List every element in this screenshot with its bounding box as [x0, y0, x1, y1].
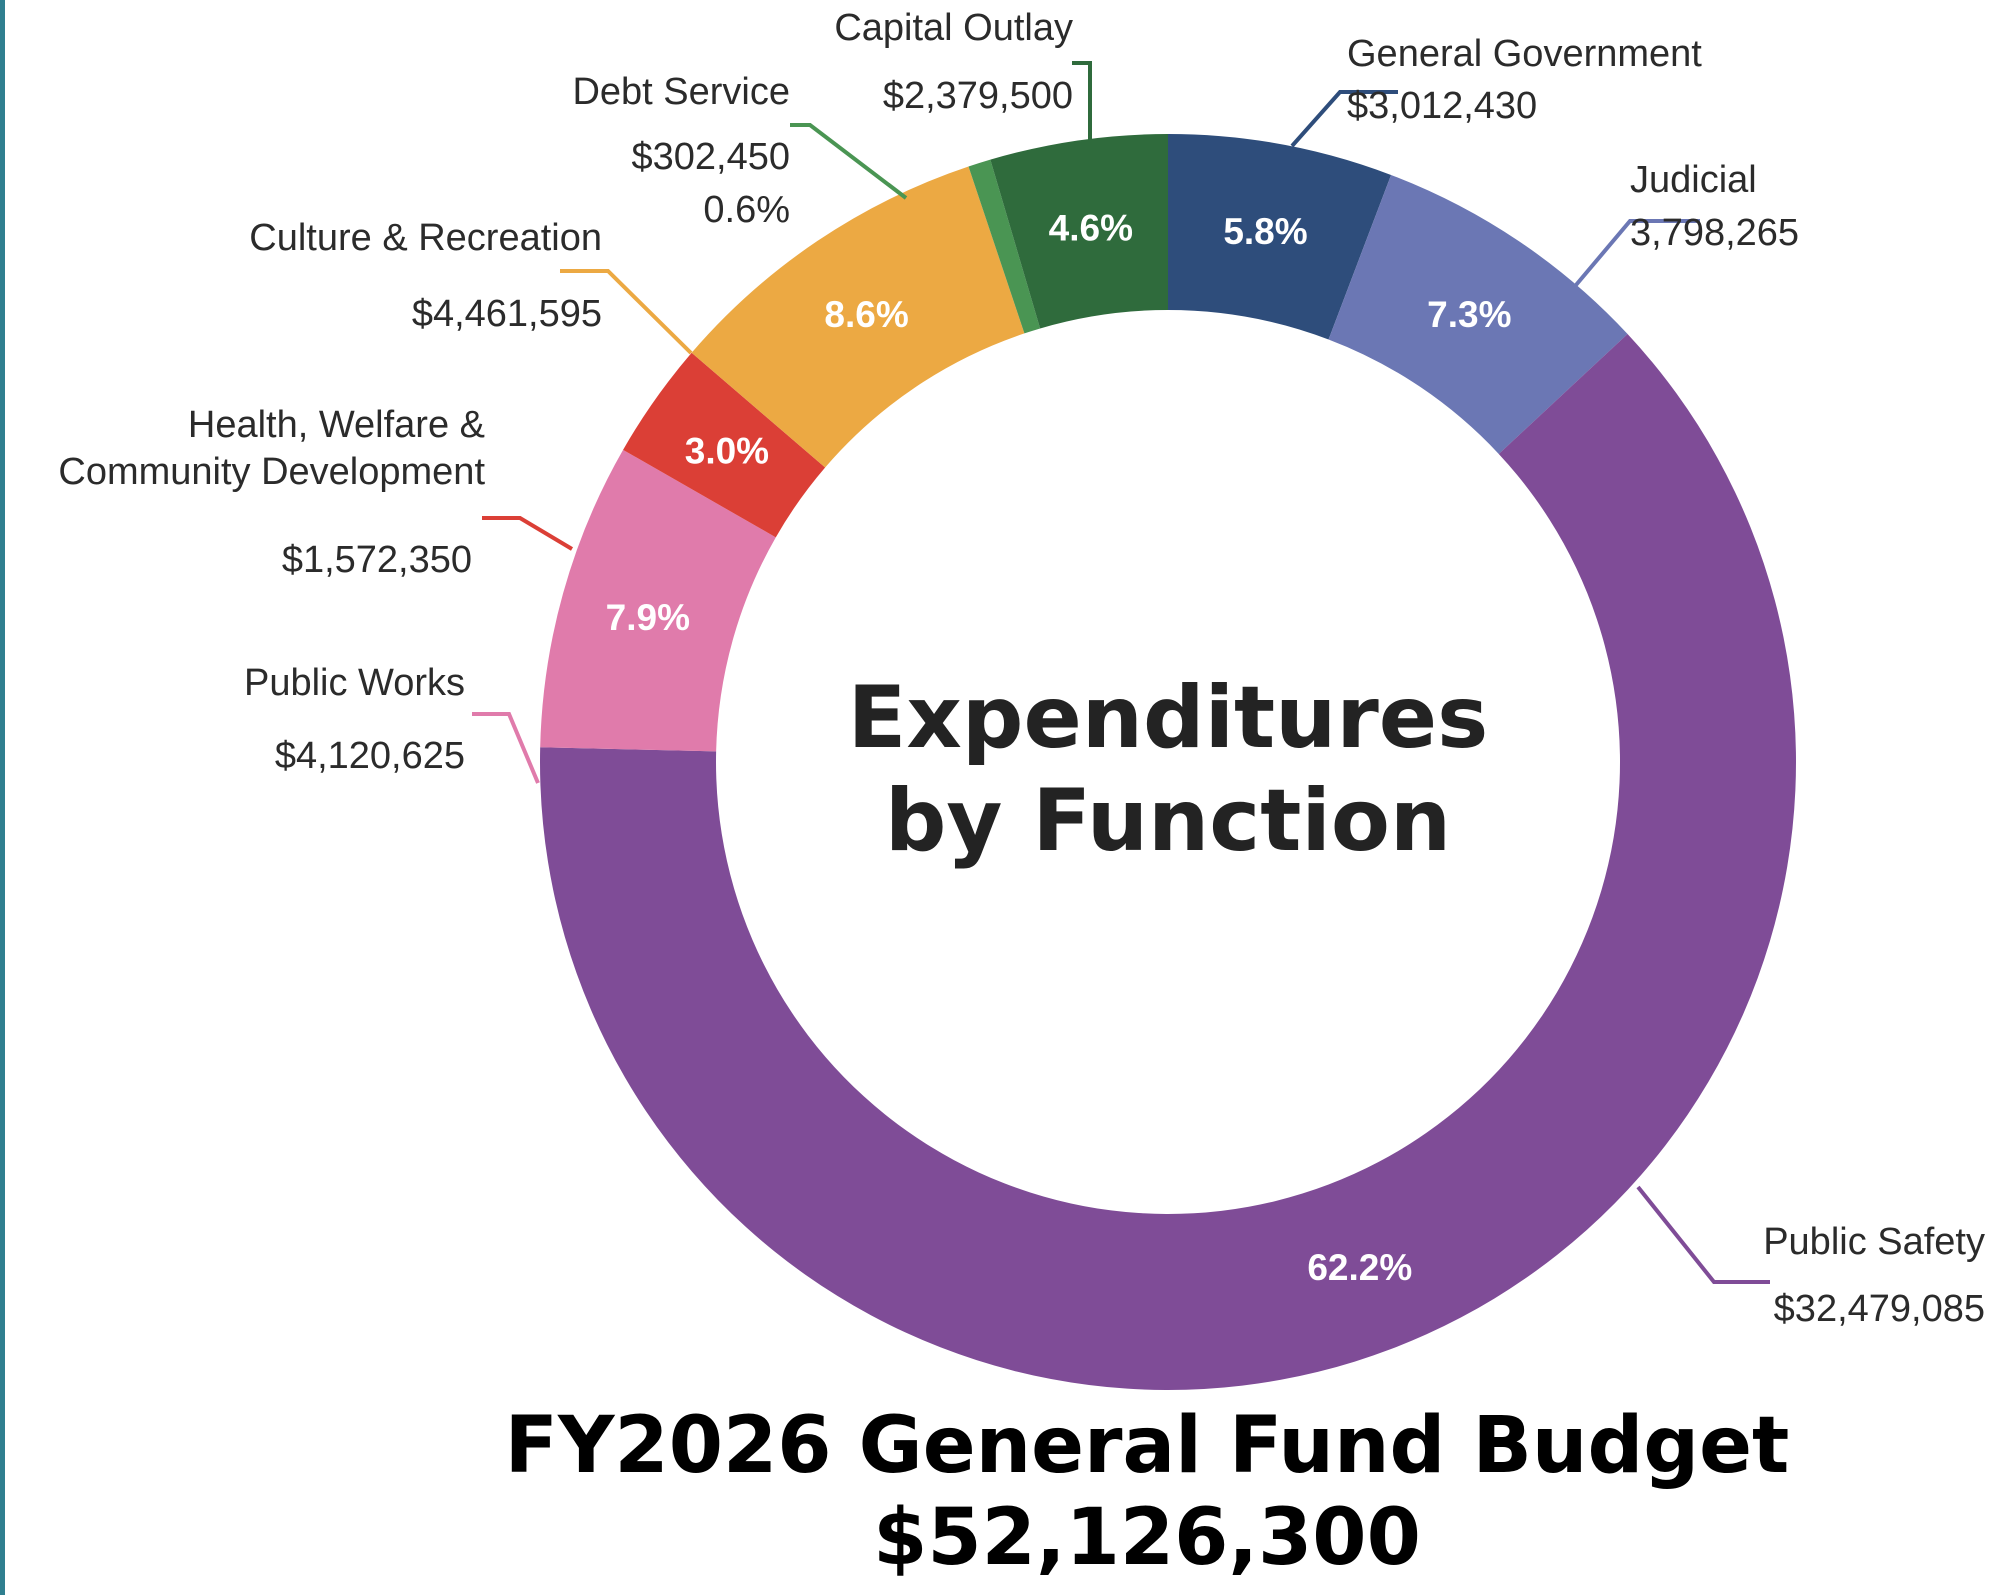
percent-label-culture-and-recreation: 8.6%: [824, 294, 908, 335]
slice-culture-and-recreation: [691, 166, 1025, 468]
leader-line-culture-and-recreation: [560, 269, 693, 355]
leader-line-public-safety: [1636, 1185, 1770, 1284]
slice-public-works: [540, 449, 776, 752]
slice-public-safety: [540, 333, 1796, 1390]
category-label-health-welfare-and-community-development: Health, Welfare &: [188, 404, 485, 446]
left-border: [0, 0, 5, 1595]
percent-label-debt-service: 0.6%: [703, 189, 790, 231]
chart-title-line-2: by Function: [885, 771, 1451, 871]
slice-debt-service: [968, 159, 1041, 334]
expenditures-donut-chart: General Government $3,012,430 Judicial 3,79…: [58, 7, 1985, 1390]
budget-total: $52,126,300: [873, 1493, 1421, 1583]
percent-label-judicial: 7.3%: [1427, 294, 1511, 335]
category-label-health-welfare-and-community-development: Community Development: [58, 451, 485, 493]
amount-label-culture-and-recreation: $4,461,595: [412, 293, 602, 335]
footer: FY2026 General Fund Budget $52,126,300: [0, 1400, 2014, 1584]
slice-general-government: [1168, 134, 1392, 340]
percent-label-public-safety: 62.2%: [1307, 1247, 1412, 1288]
leader-line-public-works: [472, 712, 540, 784]
slice-health-welfare-and-community-development: [623, 352, 826, 538]
leader-line-general-government: [1290, 90, 1398, 148]
amount-label-debt-service: $302,450: [632, 136, 791, 178]
category-label-public-works: Public Works: [244, 662, 465, 704]
category-label-judicial: Judicial: [1630, 159, 1757, 201]
amount-label-general-government: $3,012,430: [1347, 85, 1537, 127]
category-label-public-safety: Public Safety: [1763, 1221, 1985, 1263]
percent-label-health-welfare-and-community-development: 3.0%: [685, 430, 769, 471]
amount-label-public-safety: $32,479,085: [1774, 1288, 1985, 1330]
amount-label-judicial: 3,798,265: [1630, 212, 1799, 254]
category-label-general-government: General Government: [1347, 33, 1702, 75]
percent-label-capital-outlay: 4.6%: [1049, 208, 1133, 249]
amount-label-capital-outlay: $2,379,500: [883, 75, 1073, 117]
slice-judicial: [1328, 174, 1628, 454]
slice-capital-outlay: [990, 134, 1168, 329]
category-label-debt-service: Debt Service: [572, 71, 790, 113]
category-label-culture-and-recreation: Culture & Recreation: [249, 217, 602, 259]
amount-label-public-works: $4,120,625: [275, 735, 465, 777]
percent-label-general-government: 5.8%: [1223, 211, 1307, 252]
percent-label-public-works: 7.9%: [606, 597, 690, 638]
category-label-capital-outlay: Capital Outlay: [834, 7, 1073, 49]
amount-label-health-welfare-and-community-development: $1,572,350: [282, 539, 472, 581]
leader-line-capital-outlay: [1072, 61, 1092, 143]
leader-line-judicial: [1574, 219, 1700, 287]
budget-title: FY2026 General Fund Budget: [504, 1401, 1790, 1491]
leader-line-debt-service: [790, 123, 908, 200]
leader-line-health-welfare-and-community-development: [482, 516, 574, 551]
chart-title-line-1: Expenditures: [848, 668, 1489, 768]
